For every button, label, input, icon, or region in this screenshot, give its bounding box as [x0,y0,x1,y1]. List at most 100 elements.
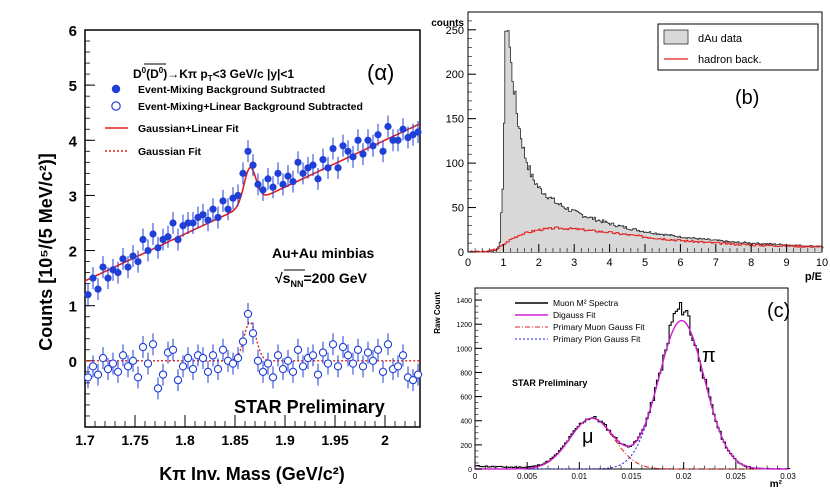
y-tick-label: 150 [446,114,464,126]
data-point-open [278,364,288,374]
legend-label: Digauss Fit [553,310,596,320]
y-tick-label: 0 [468,467,472,474]
x-tick-label: 10 [816,257,828,269]
panel-c-ticks: 0 0.005 0.01 0.015 0.02 0.025 0.03 0 200 400 600 80… [433,287,796,490]
data-point-filled [289,178,297,186]
data-point-open [253,356,263,365]
panel-a-legend: Event-Mixing Background Subtracted Event-… [105,84,363,158]
data-point-open [353,345,363,354]
x-tick-label: 0.015 [621,472,642,481]
data-point-filled [369,142,377,150]
panel-a-frame [84,29,421,428]
data-point-open [143,359,153,368]
data-point-open [128,356,138,365]
data-point-open [308,351,318,360]
data-point-open [133,373,143,382]
data-point-open [243,309,253,319]
data-point-open [273,351,283,360]
panel-c-legend: Muon M² Spectra Digauss Fit Primary Muon G… [515,298,645,344]
data-point-open [118,351,128,360]
data-point-filled [329,144,337,153]
data-point-open [228,359,238,368]
data-point-filled [339,142,347,150]
data-point-filled [414,128,422,136]
dau-data-fill [468,30,824,252]
panel-c: 0 0.005 0.01 0.015 0.02 0.025 0.03 0 200 400 600 80… [433,287,796,490]
panel-a-label: (α) [367,60,394,85]
data-point-filled [239,169,247,177]
data-point-filled [189,219,197,227]
data-point-open [383,340,393,349]
data-point-open [378,367,388,377]
y-axis-label: Raw Count [433,292,442,334]
y-tick-label: 50 [452,203,464,215]
y-tick-label: 1 [69,299,77,316]
data-point-filled [374,131,382,139]
data-point-filled [354,136,362,144]
x-tick-label: 5 [642,257,648,269]
panel-c-label: (c) [767,300,790,322]
data-point-open [398,351,408,360]
data-point-open [98,353,108,363]
x-tick-label: 4 [607,257,613,269]
y-tick-label: 0 [69,354,77,371]
data-point-filled [224,205,232,213]
legend-marker-open [111,101,121,111]
data-point-open [188,364,198,374]
data-point-filled [349,153,357,161]
y-tick-label: 100 [446,158,464,170]
legend-label: Muon M² Spectra [553,298,618,308]
data-point-filled [174,235,182,244]
data-point-filled [314,175,322,183]
data-point-open [233,353,243,363]
legend-marker-filled [111,84,121,94]
data-point-open [363,348,373,357]
panel-c-preliminary: STAR Preliminary [512,378,587,388]
panel-a-annotation-system: Au+Au minbias [272,245,375,261]
data-point-filled [219,197,227,205]
data-point-open [333,362,343,371]
data-point-open [258,367,268,377]
data-point-filled [214,213,222,222]
data-point-open [298,362,308,371]
x-tick-label: 1.75 [121,432,148,448]
data-point-open [203,367,213,377]
data-point-open [183,353,193,363]
y-tick-label: 4 [69,133,78,150]
legend-label: Gaussian+Linear Fit [138,123,239,135]
data-point-open [358,362,368,371]
data-point-filled [119,255,127,263]
data-point-open [263,359,273,368]
data-point-filled [384,122,392,131]
data-point-filled [124,263,132,271]
data-point-filled [204,216,212,224]
data-point-open [408,375,418,385]
data-point-filled [134,257,142,266]
data-point-filled [209,205,217,213]
x-axis-label: p/E [805,271,822,283]
x-tick-label: 6 [677,257,683,269]
data-point-open [88,362,98,371]
y-tick-label: 400 [460,419,472,426]
data-point-filled [139,235,147,244]
x-tick-label: 2 [536,257,542,269]
legend-label: dAu data [698,33,743,45]
y-tick-label: 250 [446,25,464,37]
panel-b-data [468,30,824,253]
data-point-open [393,362,403,371]
data-point-open [153,384,163,393]
data-point-open [238,337,248,346]
data-point-open [168,345,178,354]
x-axis-label: m² [770,479,783,490]
data-point-filled [259,186,267,194]
data-point-open [198,353,208,363]
y-axis-label: counts [431,18,464,29]
y-tick-label: 2 [69,244,77,261]
data-point-open [178,362,188,371]
panel-a-annotation-energy: √sNN=200 GeV [275,270,368,289]
data-point-filled [364,136,372,144]
hadron-background-line [468,226,824,253]
